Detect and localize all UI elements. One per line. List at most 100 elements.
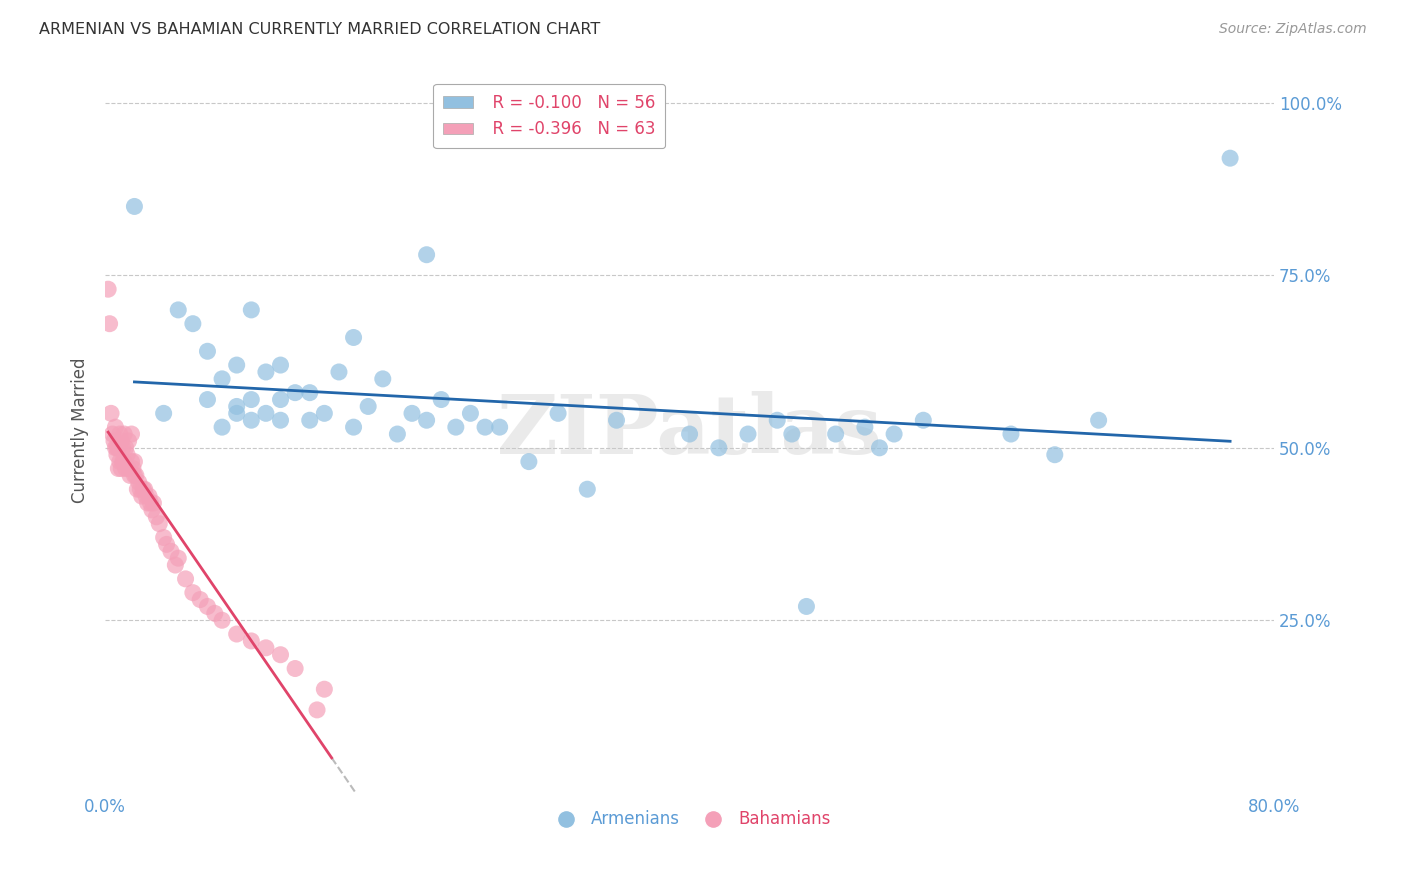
- Point: [430, 392, 453, 407]
- Point: [240, 634, 263, 648]
- Point: [117, 434, 139, 448]
- Point: [211, 613, 233, 627]
- Point: [104, 420, 127, 434]
- Point: [883, 427, 905, 442]
- Point: [254, 365, 277, 379]
- Point: [444, 420, 467, 434]
- Point: [204, 607, 226, 621]
- Point: [1219, 151, 1241, 165]
- Point: [225, 400, 247, 414]
- Point: [780, 427, 803, 442]
- Point: [254, 406, 277, 420]
- Point: [148, 516, 170, 531]
- Point: [488, 420, 510, 434]
- Point: [796, 599, 818, 614]
- Point: [108, 427, 131, 442]
- Point: [576, 482, 599, 496]
- Point: [766, 413, 789, 427]
- Point: [125, 468, 148, 483]
- Point: [124, 199, 146, 213]
- Legend: Armenians, Bahamians: Armenians, Bahamians: [543, 804, 837, 835]
- Point: [357, 400, 380, 414]
- Text: ZIPatlas: ZIPatlas: [496, 391, 883, 471]
- Point: [270, 358, 292, 372]
- Point: [460, 406, 482, 420]
- Point: [474, 420, 496, 434]
- Point: [98, 317, 121, 331]
- Point: [305, 703, 328, 717]
- Point: [270, 392, 292, 407]
- Point: [114, 441, 136, 455]
- Point: [371, 372, 394, 386]
- Point: [342, 420, 364, 434]
- Point: [132, 482, 155, 496]
- Point: [211, 420, 233, 434]
- Point: [1000, 427, 1022, 442]
- Point: [107, 441, 129, 455]
- Point: [225, 627, 247, 641]
- Point: [707, 441, 730, 455]
- Point: [225, 406, 247, 420]
- Point: [112, 455, 135, 469]
- Point: [155, 537, 177, 551]
- Point: [197, 344, 219, 359]
- Point: [141, 503, 163, 517]
- Point: [254, 640, 277, 655]
- Point: [128, 475, 150, 490]
- Point: [138, 489, 160, 503]
- Point: [737, 427, 759, 442]
- Point: [284, 385, 307, 400]
- Point: [912, 413, 935, 427]
- Point: [167, 551, 190, 566]
- Point: [270, 648, 292, 662]
- Point: [105, 441, 128, 455]
- Point: [111, 455, 134, 469]
- Point: [117, 461, 139, 475]
- Point: [270, 413, 292, 427]
- Point: [167, 302, 190, 317]
- Point: [387, 427, 409, 442]
- Point: [678, 427, 700, 442]
- Point: [160, 544, 183, 558]
- Point: [139, 496, 162, 510]
- Point: [115, 448, 138, 462]
- Point: [415, 413, 437, 427]
- Point: [342, 330, 364, 344]
- Point: [145, 509, 167, 524]
- Point: [107, 461, 129, 475]
- Point: [605, 413, 627, 427]
- Point: [240, 302, 263, 317]
- Point: [129, 482, 152, 496]
- Point: [181, 585, 204, 599]
- Point: [124, 468, 146, 483]
- Point: [122, 461, 145, 475]
- Point: [152, 406, 174, 420]
- Point: [314, 682, 336, 697]
- Point: [1087, 413, 1109, 427]
- Point: [108, 455, 131, 469]
- Point: [165, 558, 187, 572]
- Point: [118, 468, 141, 483]
- Point: [188, 592, 211, 607]
- Point: [547, 406, 569, 420]
- Point: [517, 455, 540, 469]
- Point: [211, 372, 233, 386]
- Point: [97, 282, 120, 296]
- Point: [134, 482, 156, 496]
- Point: [869, 441, 891, 455]
- Point: [112, 427, 135, 442]
- Point: [135, 489, 157, 503]
- Point: [284, 661, 307, 675]
- Point: [1043, 448, 1066, 462]
- Point: [124, 455, 146, 469]
- Point: [121, 455, 143, 469]
- Point: [136, 496, 159, 510]
- Point: [225, 358, 247, 372]
- Point: [114, 461, 136, 475]
- Point: [121, 427, 143, 442]
- Point: [314, 406, 336, 420]
- Point: [181, 317, 204, 331]
- Point: [105, 448, 128, 462]
- Point: [853, 420, 876, 434]
- Point: [101, 427, 124, 442]
